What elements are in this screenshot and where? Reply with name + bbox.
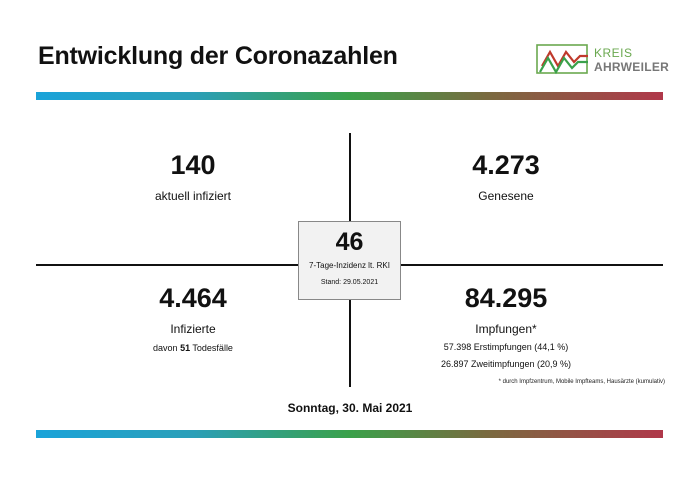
second-vaccinations: 26.897 Zweitimpfungen (20,9 %) bbox=[440, 359, 572, 369]
active-cases-value: 140 bbox=[170, 150, 216, 180]
vaccinations-value: 84.295 bbox=[464, 283, 548, 313]
incidence-label: 7-Tage-Inzidenz lt. RKI bbox=[309, 261, 390, 270]
first-vaccinations: 57.398 Erstimpfungen (44,1 %) bbox=[443, 342, 569, 352]
bottom-gradient-bar bbox=[36, 430, 663, 438]
incidence-box: 46 7-Tage-Inzidenz lt. RKI Stand: 29.05.… bbox=[298, 221, 401, 300]
recovered-value: 4.273 bbox=[472, 150, 540, 180]
vaccinations-panel: 84.295 Impfungen* 57.398 Erstimpfungen (… bbox=[406, 283, 606, 369]
top-gradient-bar bbox=[36, 92, 663, 100]
incidence-value: 46 bbox=[335, 228, 364, 256]
page-title: Entwicklung der Coronazahlen bbox=[38, 42, 398, 70]
vaccination-footnote: * durch Impfzentrum, Mobile Impfteams, H… bbox=[498, 379, 665, 385]
recovered-panel: 4.273 Genesene bbox=[406, 150, 606, 203]
report-date: Sonntag, 30. Mai 2021 bbox=[287, 401, 413, 415]
active-cases-label: aktuell infiziert bbox=[154, 189, 232, 203]
kreis-ahrweiler-logo: KREIS AHRWEILER bbox=[536, 42, 670, 78]
deaths-suffix: Todesfälle bbox=[190, 343, 233, 353]
logo-line-2: AHRWEILER bbox=[594, 60, 670, 74]
logo-wave-icon bbox=[536, 44, 588, 75]
active-cases-panel: 140 aktuell infiziert bbox=[93, 150, 293, 203]
logo-line-1: KREIS bbox=[594, 46, 633, 60]
infected-label: Infizierte bbox=[170, 322, 216, 336]
incidence-stand: Stand: 29.05.2021 bbox=[320, 279, 379, 286]
recovered-label: Genesene bbox=[478, 189, 534, 203]
vaccinations-label: Impfungen* bbox=[475, 322, 537, 336]
deaths-prefix: davon bbox=[153, 343, 181, 353]
deaths-line: davon 51 Todesfälle bbox=[93, 343, 293, 353]
infected-value: 4.464 bbox=[159, 283, 227, 313]
infected-panel: 4.464 Infizierte davon 51 Todesfälle bbox=[93, 283, 293, 353]
deaths-value: 51 bbox=[180, 343, 191, 353]
